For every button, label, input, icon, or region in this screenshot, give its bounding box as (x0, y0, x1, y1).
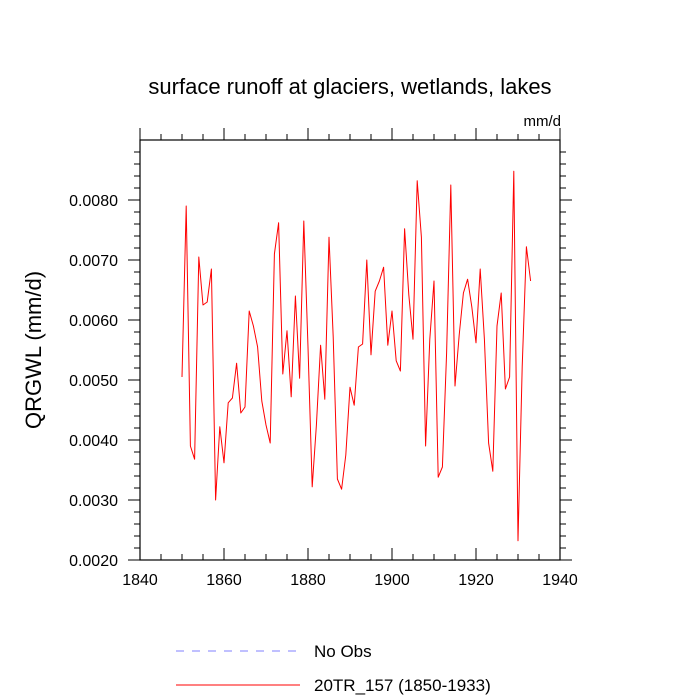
x-tick-label: 1880 (290, 572, 326, 589)
axes (139, 139, 561, 561)
y-tick-label: 0.0050 (69, 373, 118, 390)
y-tick-label: 0.0070 (69, 253, 118, 270)
y-tick-label: 0.0060 (69, 313, 118, 330)
y-tick-label: 0.0080 (69, 193, 118, 210)
x-tick-label: 1860 (206, 572, 242, 589)
plot-frame (139, 139, 561, 561)
x-tick-label: 1940 (542, 572, 578, 589)
data-series (181, 170, 532, 542)
y-tick-label: 0.0040 (69, 433, 118, 450)
y-tick-label: 0.0030 (69, 493, 118, 510)
legend-label-no-obs: No Obs (314, 642, 372, 661)
chart-title: surface runoff at glaciers, wetlands, la… (148, 74, 551, 99)
x-tick-label: 1920 (458, 572, 494, 589)
legend: No Obs 20TR_157 (1850-1933) (176, 642, 491, 695)
x-tick-label: 1900 (374, 572, 410, 589)
units-label: mm/d (524, 113, 562, 130)
tick-labels: 1840 1860 1880 1900 1920 1940 0.0020 0.0030 0.00… (69, 193, 578, 589)
legend-label-20tr-157: 20TR_157 (1850-1933) (314, 676, 491, 695)
y-axis-label: QRGWL (mm/d) (21, 271, 46, 429)
y-tick-label: 0.0020 (69, 553, 118, 570)
series-line-20tr-157 (181, 170, 532, 542)
axis-ticks (128, 128, 572, 561)
x-tick-label: 1840 (122, 572, 158, 589)
